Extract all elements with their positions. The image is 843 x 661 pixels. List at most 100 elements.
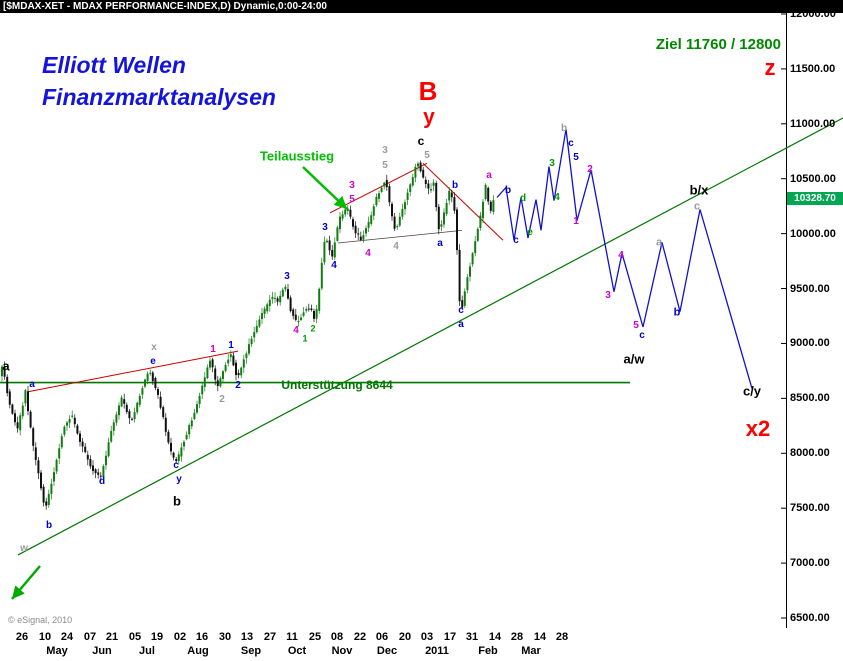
price-axis-label: 8000.00	[790, 447, 830, 460]
wave-label-c: c	[513, 235, 519, 246]
time-axis-date: 14	[488, 631, 502, 643]
wave-label-e: e	[527, 227, 533, 238]
wave-label-4: 4	[618, 250, 624, 261]
time-axis-date: 13	[240, 631, 254, 643]
wave-label-e: e	[150, 356, 156, 367]
wave-label-1: 1	[302, 333, 308, 344]
wave-label-3: 3	[549, 158, 555, 169]
brand-text-line2: Finanzmarktanalysen	[42, 84, 276, 110]
time-axis-date: 05	[128, 631, 142, 643]
wave-label-x: x	[151, 342, 157, 353]
wave-label-c: c	[568, 138, 574, 149]
price-axis-label: 9000.00	[790, 337, 830, 350]
wave-label-y: y	[176, 474, 182, 485]
wave-label-untersttzung8644: Unterstützung 8644	[281, 378, 393, 392]
wave-label-a: a	[458, 319, 464, 330]
time-axis-date: 08	[330, 631, 344, 643]
wave-label-a: a	[29, 379, 35, 390]
window-title: [$MDAX-XET - MDAX PERFORMANCE-INDEX,D) D…	[0, 0, 843, 13]
price-axis-label: 11500.00	[790, 62, 836, 75]
time-axis-date: 07	[83, 631, 97, 643]
target-label: Ziel 11760 / 12800	[655, 36, 781, 53]
time-axis-date: 17	[443, 631, 457, 643]
time-axis-date: 30	[218, 631, 232, 643]
wave-label-cy: c/y	[742, 383, 762, 399]
wave-label-2: 2	[310, 323, 316, 334]
time-axis-date: 14	[533, 631, 547, 643]
time-axis-date: 27	[263, 631, 277, 643]
wave-label-x2: x2	[745, 416, 771, 441]
time-axis-month: Nov	[331, 645, 353, 657]
wave-label-y: y	[423, 105, 435, 129]
time-axis-month: 2011	[425, 645, 449, 657]
time-axis-date: 31	[465, 631, 479, 643]
time-axis-month: Feb	[478, 645, 498, 657]
wave-label-bx: b/x	[689, 182, 709, 198]
time-axis-month: Sep	[240, 645, 262, 657]
wave-label-2: 2	[219, 394, 225, 405]
brand-text-line1: Elliott Wellen	[42, 52, 186, 78]
wave-label-3: 3	[284, 271, 290, 282]
wave-label-1: 1	[573, 216, 579, 227]
price-axis-label: 9500.00	[790, 282, 830, 295]
last-price-badge: 10328.70	[787, 191, 843, 205]
wave-label-1: 1	[228, 340, 234, 351]
time-axis-date: 10	[38, 631, 52, 643]
wave-label-c: c	[458, 305, 464, 316]
price-axis-label: 10000.00	[790, 227, 836, 240]
wave-label-b: b	[173, 493, 181, 509]
time-axis-month: Jul	[139, 645, 155, 657]
time-axis-date: 25	[308, 631, 322, 643]
time-axis-month: Oct	[287, 645, 307, 657]
wave-label-4: 4	[393, 241, 399, 252]
wave-label-a: a	[437, 238, 443, 249]
wave-label-2: 2	[587, 164, 593, 175]
wave-label-4: 4	[554, 192, 560, 203]
wave-label-c: c	[173, 460, 179, 471]
wave-label-5: 5	[382, 160, 388, 171]
wave-label-teilausstieg: Teilausstieg	[259, 148, 335, 164]
price-axis-label: 11000.00	[790, 117, 836, 130]
wave-label-5: 5	[424, 150, 430, 161]
time-axis-date: 06	[375, 631, 389, 643]
time-axis-date: 19	[150, 631, 164, 643]
wave-label-1: 1	[210, 344, 216, 355]
time-axis-date: 11	[286, 631, 298, 643]
wave-label-d: d	[98, 476, 106, 487]
wave-label-4: 4	[331, 260, 337, 271]
wave-label-aw: a/w	[623, 351, 645, 367]
price-axis-label: 10500.00	[790, 172, 836, 185]
time-axis-date: 28	[510, 631, 524, 643]
time-axis-date: 03	[420, 631, 434, 643]
wave-label-5: 5	[633, 320, 639, 331]
wave-label-z: z	[764, 55, 776, 80]
time-axis-month: Jun	[92, 645, 112, 657]
price-axis-label: 7500.00	[790, 502, 830, 515]
wave-label-c: c	[639, 330, 645, 341]
wave-label-a: a	[2, 358, 10, 374]
time-axis-date: 16	[195, 631, 209, 643]
time-axis-date: 20	[398, 631, 412, 643]
wave-label-a: a	[655, 236, 663, 249]
price-axis-label: 8500.00	[790, 392, 830, 405]
time-axis-date: 21	[105, 631, 119, 643]
wave-label-3: 3	[349, 180, 355, 191]
time-axis-date: 28	[555, 631, 569, 643]
wave-label-3: 3	[382, 145, 388, 156]
time-axis-month: Dec	[376, 645, 398, 657]
wave-label-b: b	[45, 520, 53, 531]
wave-label-w: w	[20, 543, 28, 554]
time-axis-month: Mar	[521, 645, 541, 657]
wave-label-c: c	[693, 200, 701, 213]
price-axis-label: 6500.00	[790, 612, 830, 624]
time-axis-date: 22	[353, 631, 367, 643]
wave-label-b: B	[418, 76, 438, 106]
wave-label-b: b	[673, 306, 681, 319]
time-axis-month: Aug	[187, 645, 209, 657]
wave-label-b: b	[560, 123, 568, 134]
wave-label-3: 3	[605, 290, 611, 301]
wave-label-5: 5	[573, 152, 579, 163]
wave-label-b: b	[451, 180, 459, 191]
